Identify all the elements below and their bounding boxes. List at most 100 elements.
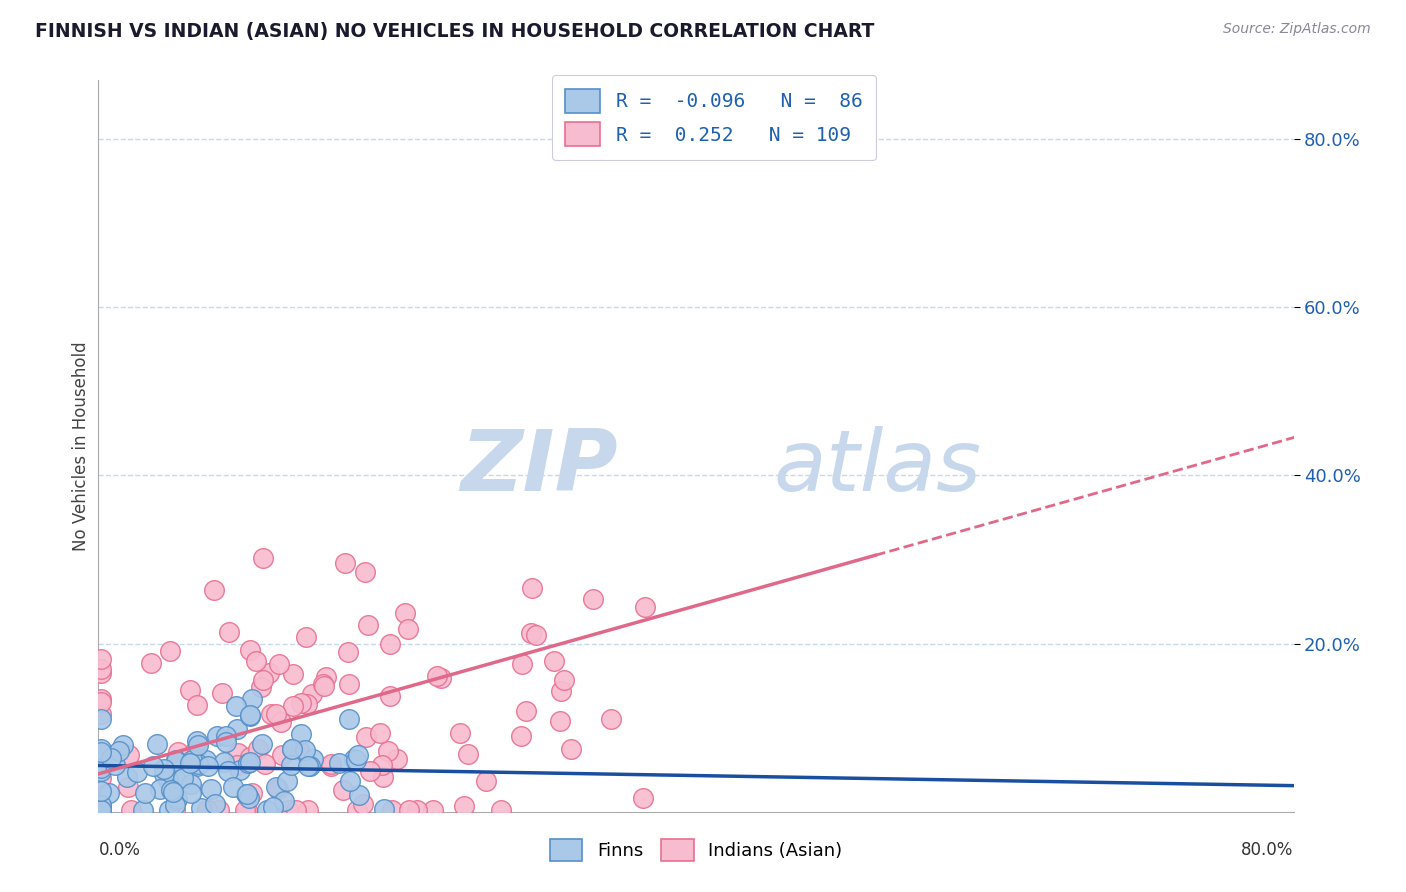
- Point: [235, 787, 257, 801]
- Point: [240, 691, 263, 706]
- Point: [222, 780, 245, 794]
- Point: [283, 666, 305, 681]
- Point: [239, 709, 262, 723]
- Point: [491, 803, 513, 817]
- Point: [250, 680, 273, 694]
- Point: [319, 757, 342, 772]
- Point: [299, 759, 322, 773]
- Point: [280, 742, 302, 756]
- Point: [225, 699, 247, 714]
- Point: [290, 727, 312, 741]
- Point: [560, 741, 582, 756]
- Point: [179, 682, 201, 697]
- Point: [197, 803, 219, 817]
- Point: [149, 781, 172, 796]
- Point: [115, 770, 138, 784]
- Point: [337, 712, 360, 726]
- Point: [264, 707, 287, 722]
- Point: [337, 677, 360, 691]
- Point: [90, 662, 112, 676]
- Point: [332, 782, 354, 797]
- Point: [553, 673, 575, 687]
- Point: [550, 683, 572, 698]
- Point: [336, 645, 359, 659]
- Point: [90, 706, 112, 721]
- Point: [163, 803, 186, 817]
- Point: [90, 652, 112, 666]
- Point: [156, 773, 179, 788]
- Point: [166, 792, 188, 806]
- Point: [165, 753, 187, 767]
- Point: [344, 753, 367, 767]
- Point: [548, 714, 571, 728]
- Point: [215, 735, 238, 749]
- Point: [582, 591, 605, 606]
- Point: [512, 657, 534, 672]
- Point: [373, 802, 395, 816]
- Point: [153, 766, 176, 780]
- Point: [233, 803, 256, 817]
- Point: [339, 774, 361, 789]
- Point: [354, 730, 377, 744]
- Point: [328, 756, 350, 771]
- Point: [239, 708, 262, 723]
- Point: [239, 750, 262, 764]
- Text: ZIP: ZIP: [461, 426, 619, 509]
- Text: 0.0%: 0.0%: [98, 841, 141, 859]
- Point: [226, 758, 249, 772]
- Point: [315, 670, 337, 684]
- Point: [104, 757, 127, 772]
- Point: [239, 642, 262, 657]
- Point: [90, 799, 112, 814]
- Point: [256, 803, 278, 817]
- Point: [180, 776, 202, 790]
- Point: [381, 803, 404, 817]
- Point: [159, 644, 181, 658]
- Point: [187, 738, 209, 752]
- Point: [90, 666, 112, 681]
- Point: [371, 758, 394, 772]
- Y-axis label: No Vehicles in Household: No Vehicles in Household: [72, 341, 90, 551]
- Point: [215, 729, 238, 743]
- Point: [371, 770, 394, 784]
- Point: [218, 625, 240, 640]
- Point: [90, 741, 112, 756]
- Point: [312, 676, 335, 690]
- Point: [90, 803, 112, 817]
- Point: [167, 745, 190, 759]
- Point: [90, 784, 112, 798]
- Point: [319, 759, 342, 773]
- Point: [347, 747, 370, 762]
- Point: [520, 626, 543, 640]
- Point: [353, 797, 375, 811]
- Point: [195, 803, 218, 817]
- Point: [271, 747, 294, 762]
- Point: [380, 637, 402, 651]
- Text: atlas: atlas: [773, 426, 981, 509]
- Point: [349, 788, 371, 802]
- Point: [205, 729, 228, 743]
- Point: [242, 786, 264, 800]
- Point: [257, 665, 280, 680]
- Point: [90, 764, 112, 779]
- Point: [180, 786, 202, 800]
- Point: [131, 803, 153, 817]
- Point: [172, 771, 194, 785]
- Point: [202, 583, 225, 598]
- Point: [97, 786, 120, 800]
- Point: [165, 754, 187, 768]
- Point: [252, 737, 274, 751]
- Point: [179, 756, 201, 771]
- Point: [515, 704, 537, 718]
- Point: [396, 622, 419, 636]
- Point: [245, 653, 267, 667]
- Point: [357, 617, 380, 632]
- Point: [422, 803, 444, 817]
- Point: [117, 780, 139, 794]
- Point: [270, 714, 292, 729]
- Point: [267, 657, 290, 671]
- Point: [264, 780, 287, 794]
- Text: Source: ZipAtlas.com: Source: ZipAtlas.com: [1223, 22, 1371, 37]
- Point: [236, 803, 259, 817]
- Point: [520, 581, 543, 595]
